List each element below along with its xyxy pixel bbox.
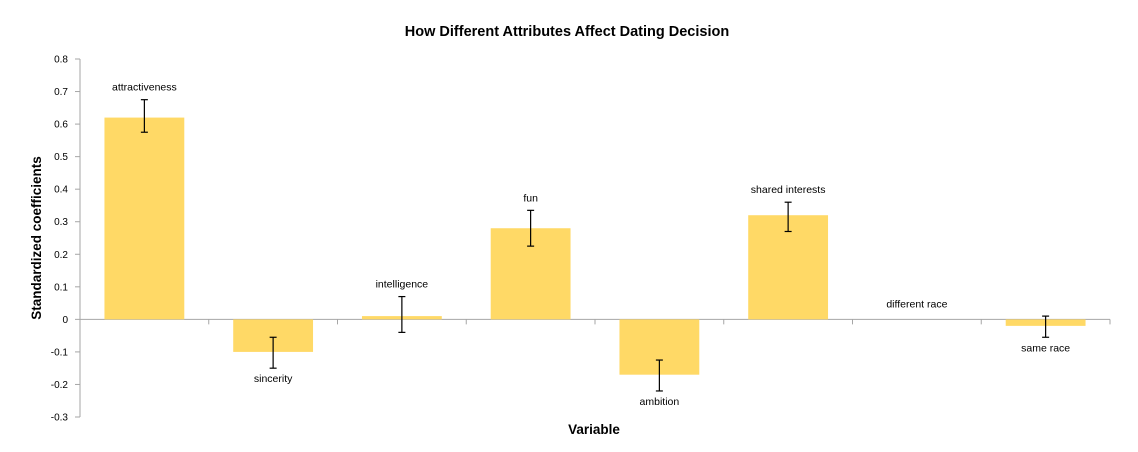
- y-tick-label: 0.4: [54, 185, 68, 196]
- y-tick-label: 0.6: [54, 120, 68, 131]
- x-axis-title: Variable: [568, 422, 620, 437]
- y-tick-label: 0.5: [54, 152, 68, 163]
- data-label: intelligence: [376, 279, 429, 291]
- bar: [104, 117, 185, 320]
- data-label: fun: [523, 192, 538, 204]
- data-label: different race: [886, 298, 947, 310]
- y-tick-label: 0.3: [54, 217, 68, 228]
- y-tick-label: 0: [62, 315, 68, 326]
- data-label: ambition: [640, 396, 680, 408]
- y-tick-label: 0.2: [54, 250, 68, 261]
- y-tick-label: 0.7: [54, 87, 68, 98]
- y-tick-label: -0.2: [51, 380, 69, 391]
- y-axis-title: Standardized coefficients: [29, 156, 44, 320]
- y-tick-label: 0.1: [54, 282, 68, 293]
- chart-title: How Different Attributes Affect Dating D…: [405, 24, 729, 40]
- y-tick-label: -0.1: [51, 347, 69, 358]
- data-label: shared interests: [751, 184, 826, 196]
- bar: [748, 215, 829, 320]
- y-tick-label: 0.8: [54, 55, 68, 66]
- plot-area: attractiveness sincerity intelligence fun am…: [79, 82, 1111, 408]
- y-tick-label: -0.3: [51, 413, 69, 424]
- data-label: attractiveness: [112, 82, 177, 94]
- y-axis: 0.8 0.7 0.6 0.5 0.4 0.3 0.2 0.1 0 -0.1 -0.2 -0.3: [51, 55, 81, 424]
- data-label: same race: [1021, 342, 1070, 354]
- data-label: sincerity: [254, 373, 293, 385]
